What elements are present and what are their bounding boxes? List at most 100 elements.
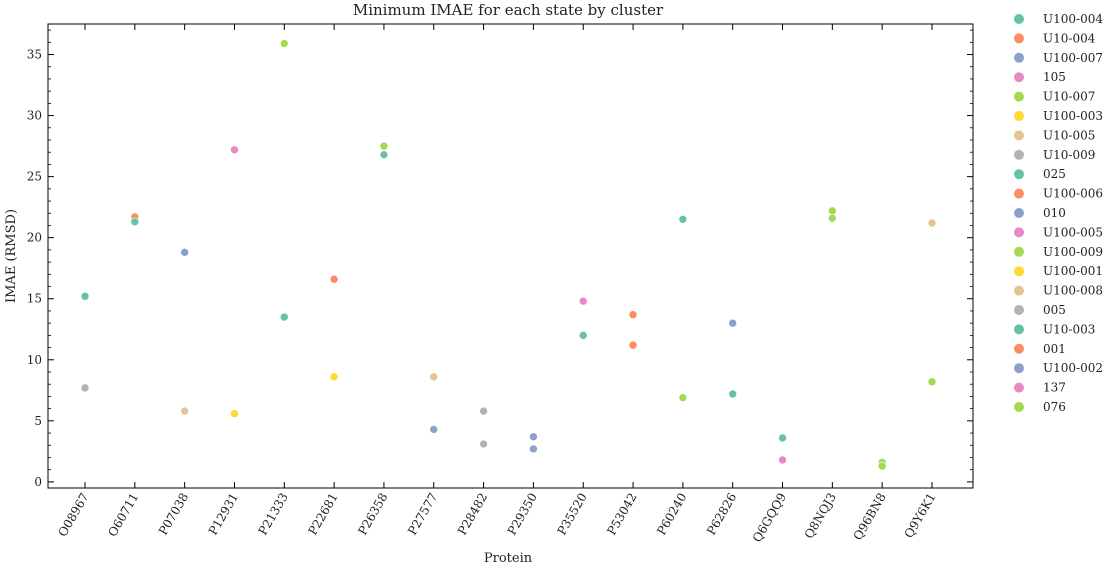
data-point [379, 141, 389, 151]
data-point [429, 425, 439, 434]
data-point [877, 461, 887, 471]
legend-entry: U100-006 [1043, 187, 1103, 201]
legend-marker [1014, 14, 1024, 24]
y-tick-label: 20 [27, 231, 42, 245]
legend-marker [1014, 130, 1024, 141]
data-point [279, 312, 289, 322]
x-tick-label: Q8NQJ3 [802, 491, 839, 542]
legend-entry: 076 [1043, 400, 1066, 414]
x-tick-label: P62826 [704, 491, 739, 538]
x-tick-label: P28482 [455, 491, 490, 538]
legend-entry: 025 [1043, 167, 1066, 181]
data-point [479, 406, 488, 416]
legend-entry: 137 [1043, 381, 1066, 395]
x-tick-label: P27577 [405, 491, 440, 538]
y-tick-label: 30 [27, 109, 42, 123]
data-point [80, 291, 90, 301]
data-point [379, 150, 389, 159]
legend-entry: 105 [1043, 70, 1066, 84]
plot-area-frame [47, 23, 974, 489]
legend-entry: 005 [1043, 303, 1066, 317]
legend-entry: U100-008 [1043, 284, 1103, 298]
x-tick-label: P26358 [355, 491, 390, 538]
data-point [230, 145, 239, 155]
data-point [279, 39, 289, 48]
y-tick-label: 0 [34, 475, 42, 489]
legend-entry: U100-001 [1043, 264, 1103, 278]
legend-marker [1014, 266, 1024, 277]
legend-marker [1014, 169, 1024, 180]
data-point [628, 310, 638, 319]
x-tick-label: Q96BN8 [851, 491, 889, 543]
legend-entry: U10-007 [1043, 90, 1095, 104]
x-tick-label: P29350 [505, 491, 540, 538]
legend-marker [1014, 285, 1024, 296]
data-point [778, 433, 787, 443]
data-point [529, 432, 538, 442]
legend-entry: 010 [1043, 206, 1066, 220]
legend-marker [1014, 402, 1024, 412]
legend-entry: U100-002 [1043, 361, 1103, 375]
data-point [828, 213, 837, 223]
data-point [678, 393, 688, 402]
data-point [180, 248, 189, 257]
data-point [578, 296, 588, 306]
data-point [80, 383, 90, 393]
x-tick-label: O08967 [55, 491, 91, 540]
y-axis: 0 5 10 15 20 25 30 35 [27, 29, 973, 489]
data-point [678, 215, 688, 224]
x-tick-label: P07038 [156, 491, 191, 538]
y-tick-label: 5 [34, 414, 42, 428]
y-tick-label: 15 [27, 292, 42, 306]
data-points [80, 39, 937, 471]
legend-marker [1014, 363, 1024, 374]
data-point [180, 406, 189, 416]
legend-marker [1014, 188, 1024, 199]
data-point [479, 439, 488, 449]
chart-title: Minimum IMAE for each state by cluster [353, 1, 664, 19]
data-point [130, 217, 140, 227]
legend-entry: U100-007 [1043, 51, 1103, 65]
legend-entry: 001 [1043, 342, 1066, 356]
legend-marker [1014, 324, 1024, 335]
legend-entry: U10-005 [1043, 128, 1095, 142]
data-point [728, 318, 738, 328]
data-point [927, 218, 937, 228]
data-point [828, 206, 837, 216]
data-point [329, 274, 339, 284]
x-tick-label: Q6GQQ9 [750, 491, 789, 545]
x-tick-label: O60711 [105, 491, 141, 540]
legend-marker [1014, 208, 1024, 218]
x-tick-label: P22681 [305, 491, 340, 538]
data-point [927, 377, 937, 387]
x-axis: O08967 O60711 P07038 P12931 P21333 P22681 P263… [55, 24, 939, 545]
legend-marker [1014, 149, 1024, 160]
legend-marker [1014, 72, 1024, 83]
legend-entry: U10-009 [1043, 148, 1095, 162]
data-point [429, 372, 439, 382]
data-point [578, 331, 588, 340]
legend-entry: U100-004 [1043, 12, 1103, 26]
data-point [778, 455, 787, 465]
x-tick-label: Q9Y6K1 [902, 491, 939, 541]
legend-marker [1014, 52, 1024, 63]
y-tick-label: 10 [27, 353, 42, 367]
x-axis-label: Protein [484, 551, 533, 566]
y-tick-label: 25 [27, 170, 42, 184]
data-point [529, 444, 538, 454]
x-tick-label: P60240 [654, 491, 689, 538]
data-point [728, 389, 738, 399]
legend-marker [1014, 246, 1024, 257]
y-tick-label: 35 [27, 48, 42, 62]
legend-entry: U100-003 [1043, 109, 1103, 123]
legend-marker [1014, 343, 1024, 354]
legend-entry: U100-005 [1043, 225, 1103, 239]
x-tick-label: P53042 [604, 491, 639, 538]
legend-entry: U10-003 [1043, 322, 1095, 336]
x-tick-label: P21333 [256, 491, 291, 538]
legend-entry: U100-009 [1043, 245, 1103, 259]
data-point [230, 409, 239, 418]
x-tick-label: P12931 [206, 491, 241, 538]
legend-marker [1014, 305, 1024, 315]
